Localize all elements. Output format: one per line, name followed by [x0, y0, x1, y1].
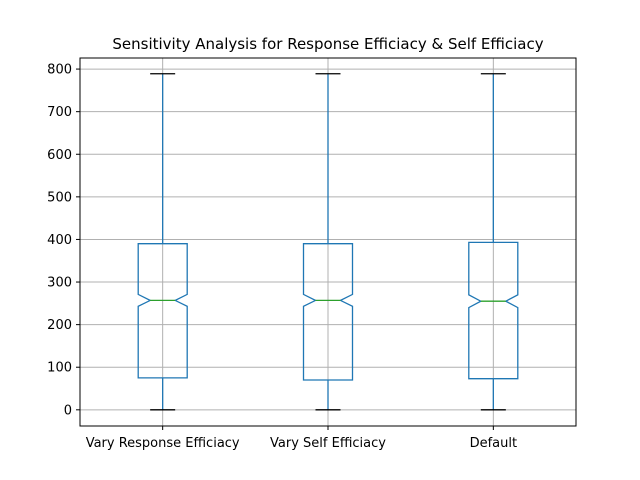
chart-title: Sensitivity Analysis for Response Effici…	[112, 35, 543, 53]
y-tick-label: 700	[47, 105, 72, 120]
box-group	[302, 73, 354, 411]
x-tick-label: Vary Self Efficiacy	[270, 436, 386, 451]
y-tick-label: 300	[47, 276, 72, 291]
box-group	[468, 73, 519, 411]
y-tick-label: 100	[47, 361, 72, 376]
y-tick-label: 200	[47, 318, 72, 333]
x-tick-label: Default	[470, 436, 518, 451]
box-body	[137, 243, 188, 379]
y-tick-label: 500	[47, 190, 72, 205]
y-tick-label: 400	[47, 233, 72, 248]
y-axis: 0 100 200 300 400 500 600 700 800	[47, 63, 80, 418]
y-tick-label: 600	[47, 148, 72, 163]
box-layer	[137, 73, 519, 411]
box-group	[137, 73, 188, 411]
box-body	[302, 243, 354, 381]
box-body	[468, 241, 519, 380]
x-axis: Vary Response Efficiacy Vary Self Efficia…	[86, 426, 517, 451]
y-tick-label: 0	[64, 403, 72, 418]
y-tick-label: 800	[47, 63, 72, 78]
x-tick-label: Vary Response Efficiacy	[86, 436, 240, 451]
